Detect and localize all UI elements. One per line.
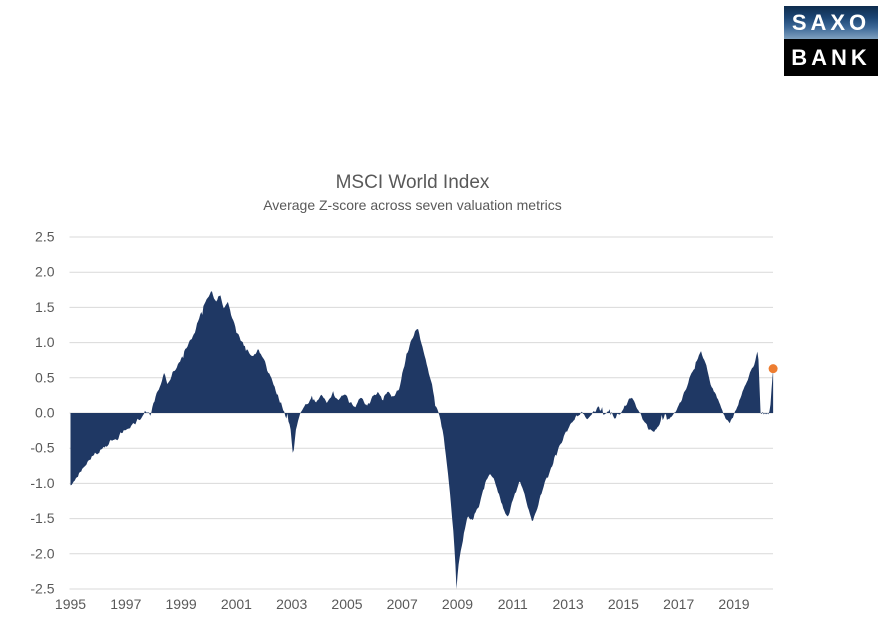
svg-text:1.5: 1.5 bbox=[35, 299, 55, 315]
svg-text:-1.5: -1.5 bbox=[30, 510, 54, 526]
svg-text:-2.0: -2.0 bbox=[30, 545, 54, 561]
svg-text:2011: 2011 bbox=[498, 596, 528, 612]
svg-text:-1.0: -1.0 bbox=[30, 475, 54, 491]
svg-text:2.0: 2.0 bbox=[35, 264, 55, 280]
svg-text:2007: 2007 bbox=[387, 596, 418, 612]
svg-text:2003: 2003 bbox=[276, 596, 307, 612]
svg-text:1.0: 1.0 bbox=[35, 334, 55, 350]
svg-text:2009: 2009 bbox=[442, 596, 473, 612]
svg-text:-0.5: -0.5 bbox=[30, 440, 54, 456]
svg-text:1995: 1995 bbox=[55, 596, 86, 612]
svg-text:2015: 2015 bbox=[608, 596, 639, 612]
svg-text:2005: 2005 bbox=[331, 596, 362, 612]
svg-text:2013: 2013 bbox=[553, 596, 584, 612]
svg-text:2019: 2019 bbox=[718, 596, 749, 612]
svg-text:-2.5: -2.5 bbox=[30, 581, 54, 597]
svg-text:2017: 2017 bbox=[663, 596, 694, 612]
svg-text:2001: 2001 bbox=[221, 596, 252, 612]
svg-text:2.5: 2.5 bbox=[35, 229, 55, 245]
svg-text:0.0: 0.0 bbox=[35, 405, 55, 421]
svg-text:1999: 1999 bbox=[166, 596, 197, 612]
svg-text:1997: 1997 bbox=[110, 596, 141, 612]
svg-text:0.5: 0.5 bbox=[35, 369, 55, 385]
